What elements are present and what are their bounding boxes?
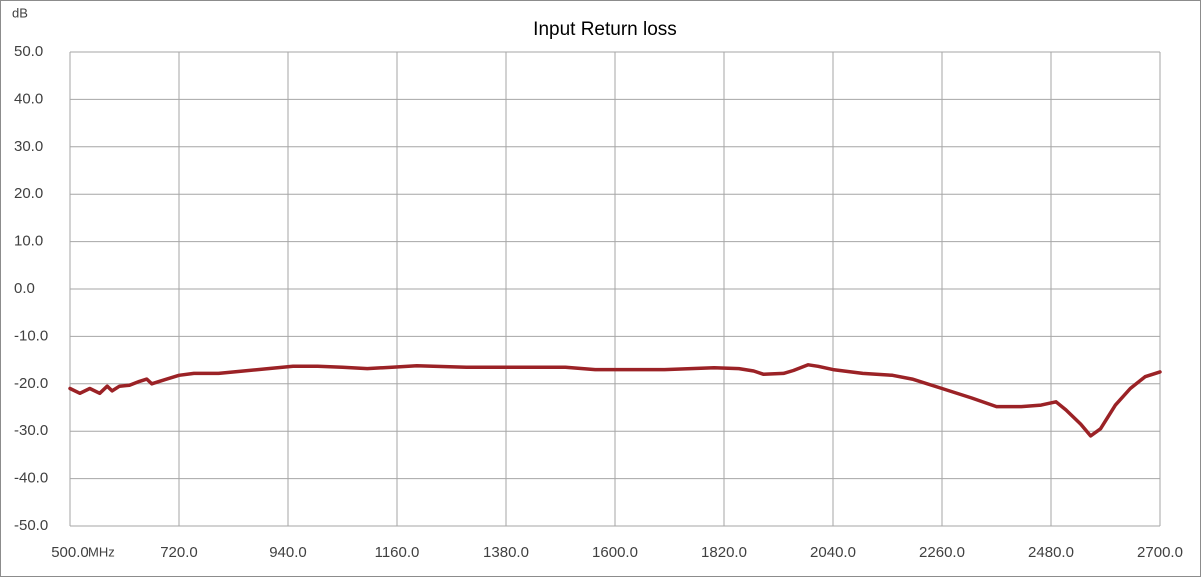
x-tick-label: 720.0 [160,544,198,561]
x-axis-label: MHz [88,544,115,559]
y-tick-label: -20.0 [14,375,48,392]
x-tick-label: 940.0 [269,544,307,561]
y-tick-label: -30.0 [14,422,48,439]
x-tick-label: 2700.0 [1137,544,1183,561]
y-tick-label: -40.0 [14,470,48,487]
x-tick-label: 2040.0 [810,544,856,561]
y-tick-label: 20.0 [14,185,43,202]
data-line [68,363,1162,438]
x-tick-label: 2480.0 [1028,544,1074,561]
y-axis-label: dB [12,5,28,20]
y-tick-label: 0.0 [14,280,35,297]
y-tick-label: 50.0 [14,43,43,60]
y-tick-label: -10.0 [14,327,48,344]
chart-title: Input Return loss [533,19,677,40]
x-tick-label: 1380.0 [483,544,529,561]
x-tick-label: 1160.0 [375,544,420,561]
x-tick-label: 1600.0 [592,544,638,561]
x-tick-label: 1820.0 [701,544,747,561]
x-tick-label: 500.0 [51,544,89,561]
y-tick-label: -50.0 [14,517,48,534]
x-tick-label: 2260.0 [919,544,965,561]
y-tick-label: 10.0 [14,233,43,250]
y-tick-label: 40.0 [14,90,43,107]
y-tick-label: 30.0 [14,138,43,155]
